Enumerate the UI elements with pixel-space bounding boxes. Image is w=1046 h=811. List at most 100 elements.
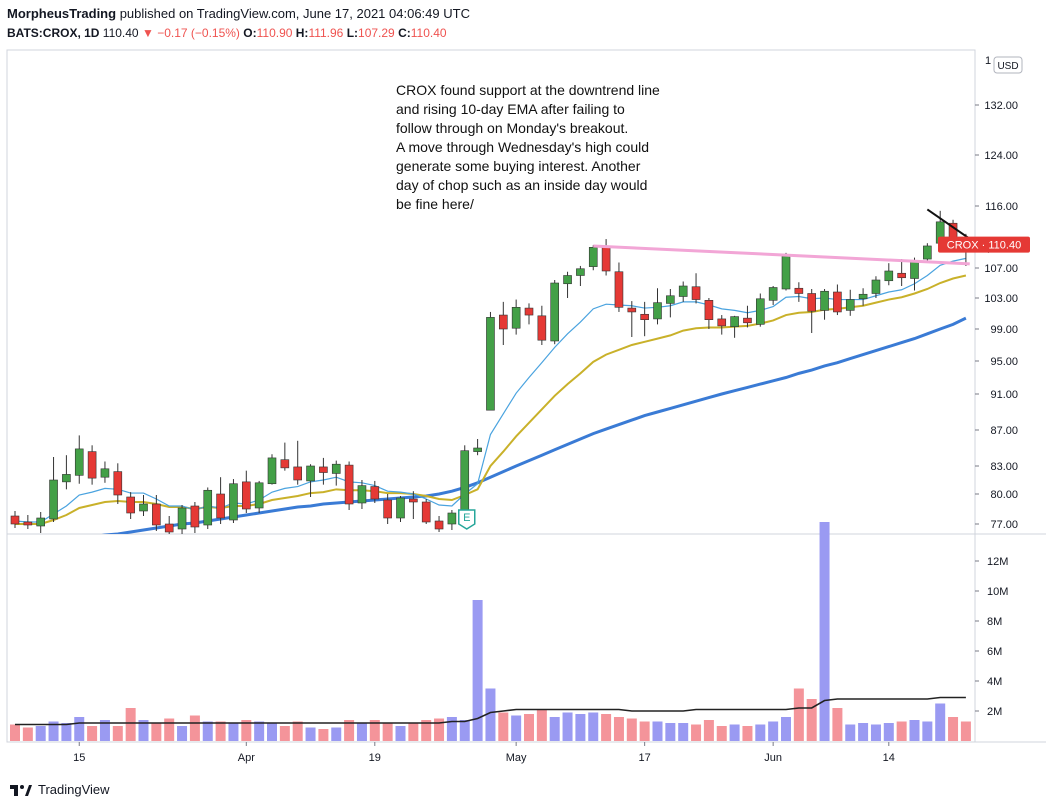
volume-bar xyxy=(369,720,380,741)
volume-tick-label: 6M xyxy=(987,646,1002,658)
candle-body xyxy=(344,464,354,505)
candle-body xyxy=(139,503,148,512)
volume-bar xyxy=(459,720,470,741)
volume-bar xyxy=(883,723,894,741)
volume-bar xyxy=(729,724,740,741)
volume-bar xyxy=(485,688,496,741)
candle-body xyxy=(640,313,649,320)
currency-label: USD xyxy=(997,61,1018,72)
candle-body xyxy=(306,465,315,482)
volume-bar xyxy=(254,721,265,741)
annotation-line[interactable]: follow through on Monday's breakout. xyxy=(396,120,628,136)
volume-bar xyxy=(35,726,46,741)
volume-bar xyxy=(125,708,136,741)
volume-bar xyxy=(524,714,534,741)
open-value: 110.90 xyxy=(256,26,293,40)
volume-bar xyxy=(241,720,252,741)
earnings-marker[interactable] xyxy=(458,509,476,530)
volume-bar xyxy=(716,726,727,741)
volume-bar xyxy=(279,726,290,741)
annotation-line[interactable]: day of chop such as an inside day would xyxy=(396,177,647,193)
volume-bar xyxy=(99,720,110,741)
volume-bar xyxy=(896,721,907,741)
volume-bar xyxy=(768,721,779,741)
candle-body xyxy=(923,245,932,260)
support-trendline[interactable] xyxy=(593,244,970,266)
volume-bar xyxy=(74,717,85,741)
publisher-name[interactable]: MorpheusTrading xyxy=(7,6,117,21)
price-tick-label: 99.00 xyxy=(990,324,1018,336)
candle-body xyxy=(190,505,200,528)
price-tick-label: 124.00 xyxy=(984,150,1018,162)
candle-body xyxy=(331,463,341,474)
candle-body xyxy=(460,450,470,513)
volume-bar xyxy=(164,718,175,741)
volume-bar xyxy=(112,726,123,741)
volume-bar xyxy=(421,720,432,741)
annotation-line[interactable]: be fine here/ xyxy=(396,196,474,212)
annotation-line[interactable]: generate some buying interest. Another xyxy=(396,158,641,174)
volume-bar xyxy=(511,715,522,741)
volume-bar xyxy=(562,712,573,741)
candle-body xyxy=(421,501,431,523)
candle-body xyxy=(409,498,418,503)
volume-bar xyxy=(832,708,843,741)
volume-tick-label: 2M xyxy=(987,706,1002,718)
candle-body xyxy=(126,496,135,514)
last-price: 110.40 xyxy=(102,26,139,40)
volume-bar xyxy=(446,717,457,741)
time-tick-label: Jun xyxy=(764,752,782,764)
candle-body xyxy=(588,247,598,267)
price-tick-label: 95.00 xyxy=(990,356,1018,368)
candle-body xyxy=(794,287,804,294)
volume-bar xyxy=(228,723,239,741)
candle-body xyxy=(807,293,817,312)
symbol-label[interactable]: BATS:CROX, 1D xyxy=(7,26,100,40)
candle-body xyxy=(691,286,701,300)
annotation-line[interactable]: A move through Wednesday's high could xyxy=(396,139,649,155)
volume-bar xyxy=(267,723,277,741)
volume-bar xyxy=(755,724,766,741)
volume-bar xyxy=(395,726,406,741)
volume-bar xyxy=(61,723,72,741)
price-tick-label: 1 xyxy=(985,55,991,67)
volume-bar xyxy=(626,718,637,741)
annotation-line[interactable]: and rising 10-day EMA after failing to xyxy=(396,101,625,117)
volume-bar xyxy=(845,724,856,741)
annotation-line[interactable]: CROX found support at the downtrend line xyxy=(396,82,660,98)
currency-badge[interactable] xyxy=(993,56,1023,74)
candle-body xyxy=(871,279,881,294)
down-arrow-icon: ▼ xyxy=(141,26,154,40)
volume-bar xyxy=(819,522,830,741)
tradingview-footer[interactable]: TradingView xyxy=(10,782,110,797)
volume-tick-label: 10M xyxy=(987,586,1008,598)
candle-body xyxy=(653,302,662,320)
volume-bar xyxy=(215,721,226,741)
volume-tick-label: 4M xyxy=(987,676,1002,688)
candle-body xyxy=(897,272,906,279)
candle-body xyxy=(563,275,572,285)
candle-body xyxy=(177,507,187,530)
candle-body xyxy=(781,255,791,290)
candle-body xyxy=(576,268,585,276)
candle-body xyxy=(614,271,624,308)
change-value: −0.17 (−0.15%) xyxy=(157,26,240,40)
ohlc-header: BATS:CROX, 1D 110.40 ▼ −0.17 (−0.15%) O:… xyxy=(7,26,447,40)
candle-body xyxy=(383,499,392,519)
last-price-badge[interactable] xyxy=(938,236,1030,253)
candle-body xyxy=(113,471,123,496)
candle-body xyxy=(267,457,277,485)
candle-body xyxy=(537,315,547,341)
publish-header: MorpheusTrading published on TradingView… xyxy=(7,6,470,21)
close-value: 110.40 xyxy=(410,26,447,40)
published-text: published on TradingView.com, June 17, 2… xyxy=(119,6,470,21)
candle-body xyxy=(36,517,46,527)
candle-body xyxy=(550,282,560,342)
candle-body xyxy=(511,306,521,329)
candle-body xyxy=(370,486,380,500)
volume-bar xyxy=(344,720,355,741)
candle-body xyxy=(10,515,20,525)
volume-bar xyxy=(305,727,316,741)
candle-body xyxy=(357,485,367,504)
